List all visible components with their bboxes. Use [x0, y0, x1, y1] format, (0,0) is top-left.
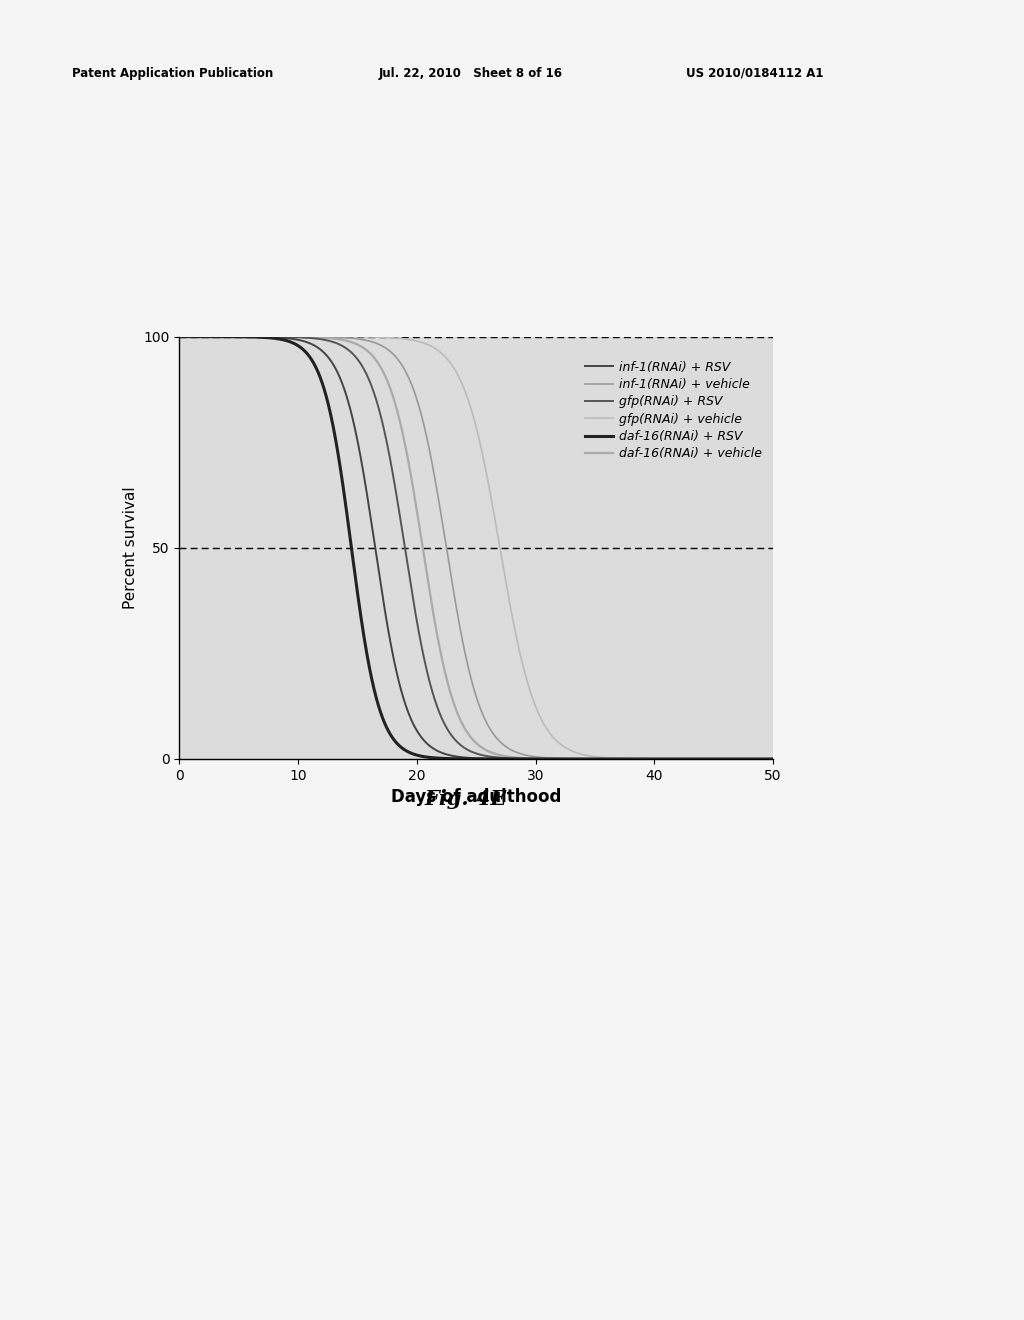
Text: Jul. 22, 2010   Sheet 8 of 16: Jul. 22, 2010 Sheet 8 of 16: [379, 66, 563, 79]
Text: Patent Application Publication: Patent Application Publication: [72, 66, 273, 79]
Text: US 2010/0184112 A1: US 2010/0184112 A1: [686, 66, 823, 79]
X-axis label: Days of adulthood: Days of adulthood: [391, 788, 561, 807]
Legend: inf-1(RNAi) + RSV, inf-1(RNAi) + vehicle, gfp(RNAi) + RSV, gfp(RNAi) + vehicle, : inf-1(RNAi) + RSV, inf-1(RNAi) + vehicle…: [581, 355, 767, 466]
Y-axis label: Percent survival: Percent survival: [123, 487, 137, 609]
Text: Fig. 4E: Fig. 4E: [425, 788, 507, 809]
